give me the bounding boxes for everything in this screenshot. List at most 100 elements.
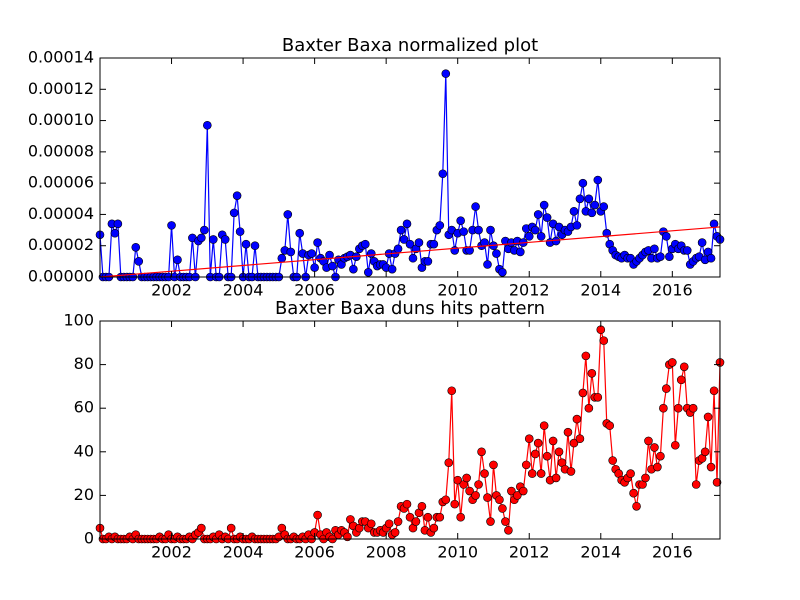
data-point (700, 447, 710, 457)
data-point (688, 403, 698, 413)
x-tick-label: 2008 (366, 281, 407, 300)
data-point (429, 239, 439, 249)
data-point (632, 501, 641, 511)
data-point (366, 249, 376, 258)
data-point (513, 491, 522, 500)
data-point (548, 436, 558, 446)
data-point (542, 451, 552, 461)
data-point (578, 388, 588, 398)
data-point (581, 351, 591, 361)
x-tick-label: 2012 (509, 281, 550, 300)
data-point (650, 244, 659, 254)
data-point (578, 178, 588, 188)
data-point (542, 213, 552, 222)
data-point (462, 473, 471, 483)
data-point (441, 495, 451, 505)
data-point (110, 228, 120, 238)
data-point (536, 232, 546, 241)
data-point (423, 257, 433, 266)
data-point (498, 268, 507, 277)
data-point (456, 512, 465, 522)
data-point (599, 202, 609, 211)
data-point (575, 194, 585, 204)
data-point (566, 467, 576, 476)
data-point (569, 438, 579, 448)
data-point (533, 210, 543, 219)
data-point (229, 208, 239, 218)
data-point (599, 336, 609, 345)
data-point (441, 69, 451, 78)
data-point (703, 412, 713, 422)
data-point (536, 469, 546, 478)
y-tick-label: 60 (74, 398, 94, 417)
data-point (530, 225, 540, 235)
data-point (626, 469, 635, 478)
data-point (203, 120, 212, 130)
data-point (650, 443, 659, 452)
data-point (670, 440, 680, 450)
data-point (480, 469, 489, 478)
data-point (363, 268, 373, 277)
data-point (465, 246, 474, 255)
data-point (134, 257, 144, 266)
data-point (277, 253, 287, 263)
data-point (232, 191, 242, 200)
data-point (608, 456, 617, 465)
data-point (390, 528, 400, 537)
data-point (295, 228, 305, 238)
x-tick-label: 2006 (294, 543, 335, 562)
data-point (551, 236, 561, 246)
data-point (587, 369, 597, 378)
data-point (402, 219, 412, 229)
data-point (200, 225, 209, 235)
data-point (697, 238, 707, 247)
y-tick-label: 20 (74, 485, 94, 504)
x-tick-label: 2004 (223, 543, 264, 562)
data-point (673, 403, 683, 413)
data-point (444, 458, 454, 468)
chart-title: Baxter Baxa normalized plot (282, 35, 538, 56)
data-point (423, 512, 433, 522)
y-tick-label: 0.00002 (28, 235, 94, 254)
data-point (665, 252, 674, 261)
chart-title: Baxter Baxa duns hits pattern (275, 298, 545, 319)
data-point (676, 375, 686, 385)
axes-frame (99, 57, 721, 278)
x-tick-label: 2016 (652, 281, 693, 300)
data-point (551, 473, 561, 483)
data-point (310, 263, 319, 272)
data-point (405, 239, 415, 249)
data-point (399, 235, 409, 244)
data-point (641, 473, 650, 483)
data-point (507, 486, 516, 496)
data-point (706, 253, 716, 263)
data-point (569, 207, 579, 216)
x-tick-label: 2006 (294, 281, 335, 300)
data-point (518, 486, 528, 496)
data-point (435, 512, 445, 522)
data-point (474, 225, 483, 235)
data-point (709, 386, 719, 396)
data-point (575, 434, 585, 444)
data-point (250, 241, 260, 251)
data-point (438, 169, 448, 179)
data-point (668, 358, 677, 367)
data-point (349, 264, 358, 274)
data-point (241, 239, 251, 249)
x-tick-label: 2004 (223, 281, 264, 300)
data-point (495, 495, 504, 505)
data-point (605, 421, 615, 430)
data-point (471, 491, 480, 500)
y-tick-label: 0.00008 (28, 141, 94, 160)
data-point (453, 475, 462, 485)
data-point (584, 194, 594, 204)
data-point (504, 525, 513, 535)
data-point (492, 249, 501, 258)
data-point (325, 250, 334, 260)
data-point (197, 523, 206, 533)
x-tick-label: 2012 (509, 543, 550, 562)
x-tick-label: 2014 (580, 281, 621, 300)
data-point (408, 253, 418, 263)
data-point (629, 488, 638, 498)
